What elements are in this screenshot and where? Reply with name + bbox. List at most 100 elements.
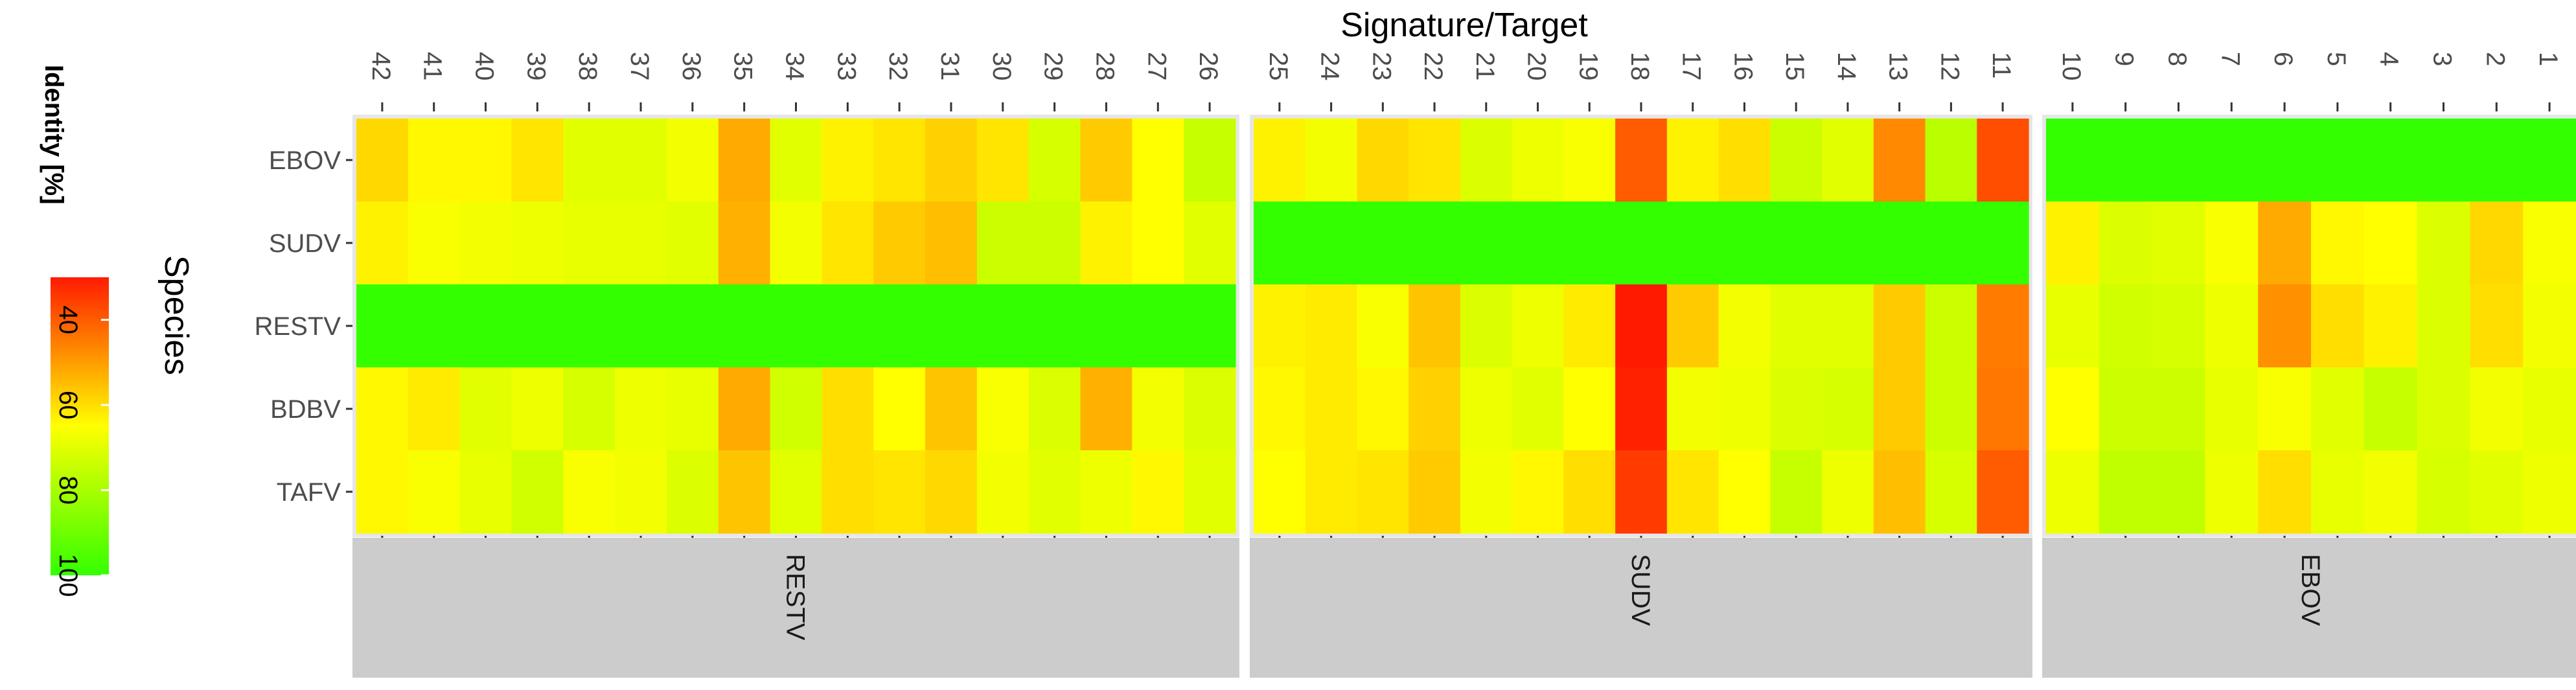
heatmap-cell bbox=[976, 119, 1029, 202]
facet-strip bbox=[352, 538, 1239, 678]
heatmap-cell bbox=[1512, 119, 1564, 202]
heatmap-cell bbox=[2417, 201, 2470, 285]
heatmap-cell bbox=[1615, 284, 1668, 368]
x-tick-label: 3 bbox=[2428, 52, 2457, 66]
heatmap-cell bbox=[615, 367, 667, 451]
x-tick-label: 12 bbox=[1935, 52, 1964, 81]
heatmap-cell bbox=[1770, 367, 1823, 451]
heatmap-cell bbox=[770, 201, 823, 285]
heatmap-cell bbox=[1132, 119, 1184, 202]
heatmap-cell bbox=[1409, 119, 1461, 202]
x-tick-label: 14 bbox=[1832, 52, 1861, 81]
heatmap-cell bbox=[2470, 201, 2524, 285]
x-tick-label: 32 bbox=[884, 52, 912, 81]
heatmap-cell bbox=[1305, 201, 1358, 285]
heatmap-cell bbox=[2363, 201, 2418, 285]
legend-tick-label: 60 bbox=[54, 391, 82, 420]
heatmap-cell bbox=[1977, 284, 2029, 368]
heatmap-cell bbox=[1254, 367, 1306, 451]
heatmap-cell bbox=[2417, 450, 2470, 534]
heatmap-cell bbox=[1718, 284, 1771, 368]
heatmap-cell bbox=[2258, 450, 2312, 534]
heatmap-cell bbox=[2523, 450, 2576, 534]
heatmap-cell bbox=[1873, 201, 1926, 285]
heatmap-cell bbox=[563, 201, 615, 285]
heatmap-cell bbox=[2311, 367, 2365, 451]
heatmap-cell bbox=[459, 284, 512, 368]
x-tick-label: 30 bbox=[987, 52, 1016, 81]
panel-sudv: 25 24 23 22 21 20 19 18 17 16 15 14 13 12 11 SUDV bbox=[1250, 52, 2032, 678]
heatmap-cell bbox=[873, 201, 926, 285]
heatmap-cell bbox=[1460, 119, 1513, 202]
heatmap-cell bbox=[1254, 119, 1306, 202]
heatmap-cell bbox=[511, 284, 564, 368]
heatmap-cell bbox=[1770, 450, 1823, 534]
heatmap-cell bbox=[511, 119, 564, 202]
legend-tick-label: 40 bbox=[54, 305, 82, 334]
heatmap-cell bbox=[459, 450, 512, 534]
x-tick-label: 13 bbox=[1884, 52, 1913, 81]
heatmap-cell bbox=[1666, 119, 1719, 202]
heatmap-cell bbox=[2363, 450, 2418, 534]
heatmap-cell bbox=[1822, 367, 1874, 451]
heatmap-cell bbox=[1460, 201, 1513, 285]
heatmap-cell bbox=[1925, 201, 1977, 285]
heatmap-cell bbox=[822, 367, 874, 451]
heatmap-cell bbox=[1409, 367, 1461, 451]
x-tick-label: 25 bbox=[1264, 52, 1293, 81]
heatmap-cell bbox=[2311, 450, 2365, 534]
x-tick-label: 6 bbox=[2269, 52, 2297, 66]
heatmap-cell bbox=[1357, 450, 1409, 534]
heatmap-cell bbox=[1460, 450, 1513, 534]
x-tick-label: 42 bbox=[367, 52, 395, 81]
heatmap-cell bbox=[718, 119, 771, 202]
heatmap-cell bbox=[408, 367, 461, 451]
heatmap-cell bbox=[615, 284, 667, 368]
x-tick-label: 31 bbox=[936, 52, 964, 81]
heatmap-cell bbox=[2311, 119, 2365, 202]
heatmap-cell bbox=[459, 367, 512, 451]
heatmap-cell bbox=[1305, 284, 1358, 368]
x-tick-label: 33 bbox=[832, 52, 860, 81]
heatmap-cell bbox=[2523, 201, 2576, 285]
x-tick-label: 24 bbox=[1316, 52, 1344, 81]
heatmap-cell bbox=[718, 367, 771, 451]
heatmap-cell bbox=[1357, 284, 1409, 368]
x-tick-label: 9 bbox=[2110, 52, 2139, 66]
heatmap-cell bbox=[1563, 367, 1616, 451]
x-tick-label: 17 bbox=[1677, 52, 1706, 81]
heatmap-cell bbox=[1184, 367, 1236, 451]
heatmap-cell bbox=[976, 201, 1029, 285]
heatmap-cell bbox=[1977, 119, 2029, 202]
heatmap-cell bbox=[1822, 450, 1874, 534]
x-tick-label: 26 bbox=[1194, 52, 1223, 81]
facet-strip-label: EBOV bbox=[2296, 554, 2325, 626]
heatmap-cell bbox=[822, 201, 874, 285]
heatmap-cell bbox=[1977, 450, 2029, 534]
heatmap-cell bbox=[925, 450, 978, 534]
heatmap-cell bbox=[976, 450, 1029, 534]
heatmap-cell bbox=[2417, 284, 2470, 368]
heatmap-cell bbox=[2046, 284, 2100, 368]
heatmap-cell bbox=[356, 450, 409, 534]
heatmap-cell bbox=[1770, 284, 1823, 368]
heatmap-cell bbox=[1822, 284, 1874, 368]
heatmap-cell bbox=[1080, 284, 1133, 368]
heatmap-cell bbox=[873, 450, 926, 534]
heatmap-cell bbox=[1357, 119, 1409, 202]
heatmap-cell bbox=[666, 450, 719, 534]
heatmap-cell bbox=[2152, 450, 2205, 534]
heatmap-cell bbox=[1615, 367, 1668, 451]
heatmap-cell bbox=[976, 284, 1029, 368]
heatmap-cell bbox=[1873, 367, 1926, 451]
heatmap-cell bbox=[873, 367, 926, 451]
heatmap-cell bbox=[770, 367, 823, 451]
heatmap-cell bbox=[1563, 284, 1616, 368]
heatmap-cell bbox=[2258, 119, 2312, 202]
heatmap-cell bbox=[2470, 367, 2524, 451]
heatmap-cell bbox=[925, 284, 978, 368]
heatmap-cell bbox=[2363, 284, 2418, 368]
heatmap-cell bbox=[2523, 284, 2576, 368]
facet-strip-label: RESTV bbox=[781, 554, 810, 641]
